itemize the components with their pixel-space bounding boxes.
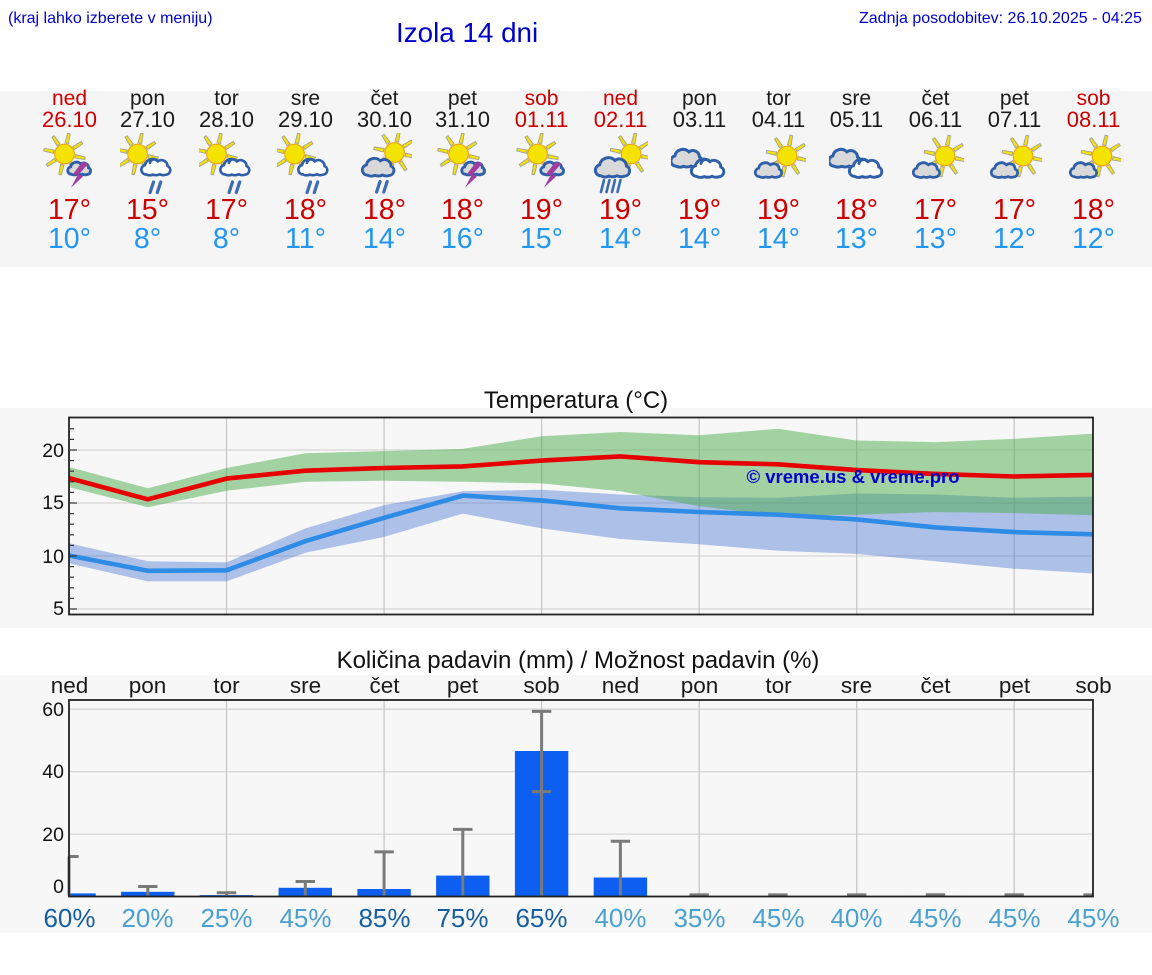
- svg-text:© vreme.us & vreme.pro: © vreme.us & vreme.pro: [746, 466, 959, 487]
